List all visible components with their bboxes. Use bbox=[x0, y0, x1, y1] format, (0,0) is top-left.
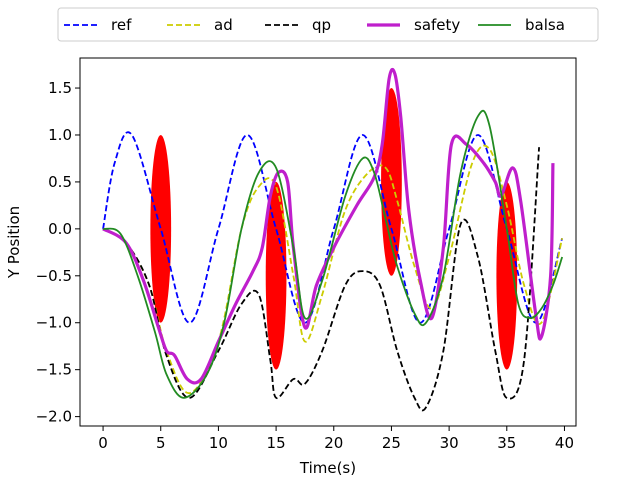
legend: ref ad qp safety balsa bbox=[57, 7, 599, 42]
legend-label-ad: ad bbox=[214, 16, 233, 34]
obstacle-3 bbox=[381, 88, 402, 276]
x-tick-label: 15 bbox=[267, 434, 286, 452]
y-tick-label: −0.5 bbox=[36, 267, 72, 285]
y-tick-label: 0.0 bbox=[48, 220, 72, 238]
legend-label-qp: qp bbox=[312, 16, 331, 34]
legend-label-ref: ref bbox=[111, 16, 132, 34]
x-tick-label: 40 bbox=[555, 434, 574, 452]
y-tick-label: −2.0 bbox=[36, 408, 72, 426]
series-line-qp bbox=[102, 147, 540, 412]
y-tick-label: −1.5 bbox=[36, 361, 72, 379]
legend-label-balsa: balsa bbox=[525, 16, 565, 34]
y-tick-label: 1.0 bbox=[48, 126, 72, 144]
x-tick-label: 25 bbox=[382, 434, 401, 452]
obstacle-4 bbox=[496, 181, 518, 370]
y-tick-label: 0.5 bbox=[48, 173, 72, 191]
obstacle-2 bbox=[265, 181, 287, 370]
x-axis: 0 5 10 15 20 25 30 35 40 bbox=[98, 426, 574, 452]
x-tick-label: 5 bbox=[156, 434, 166, 452]
series-line-safety bbox=[102, 67, 555, 385]
y-axis-label: Y Position bbox=[5, 206, 23, 279]
x-tick-label: 0 bbox=[98, 434, 108, 452]
x-tick-label: 35 bbox=[497, 434, 516, 452]
y-tick-label: 1.5 bbox=[48, 79, 72, 97]
x-tick-label: 30 bbox=[440, 434, 459, 452]
plot-frame bbox=[79, 57, 577, 427]
series-line-balsa bbox=[102, 109, 564, 399]
series-lines bbox=[102, 67, 564, 412]
y-tick-label: −1.0 bbox=[36, 314, 72, 332]
legend-box bbox=[57, 7, 599, 42]
x-axis-label: Time(s) bbox=[299, 459, 356, 477]
x-tick-label: 20 bbox=[324, 434, 343, 452]
obstacles bbox=[150, 88, 518, 370]
series-line-ref bbox=[102, 131, 564, 324]
obstacle-1 bbox=[150, 134, 172, 323]
legend-label-safety: safety bbox=[414, 16, 460, 34]
y-axis: 1.5 1.0 0.5 0.0 −0.5 −1.0 −1.5 −2.0 bbox=[36, 79, 80, 426]
x-tick-label: 10 bbox=[209, 434, 228, 452]
